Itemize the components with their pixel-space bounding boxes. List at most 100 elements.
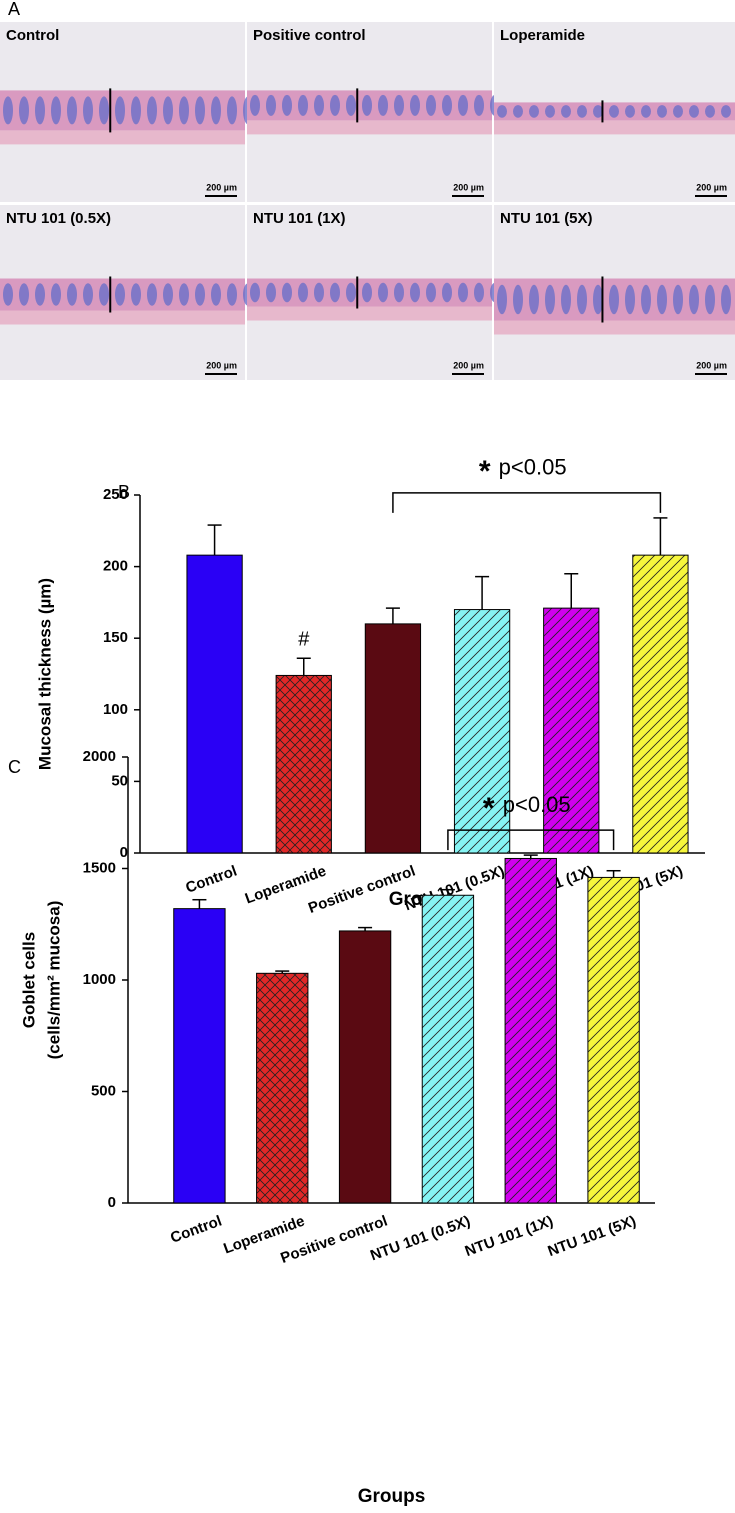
goblet-cells (131, 96, 141, 125)
image-label: NTU 101 (0.5X) (6, 210, 111, 227)
goblet-cells (115, 96, 125, 125)
goblet-cells (211, 96, 221, 125)
significance-star: * (483, 792, 495, 825)
goblet-cells (378, 282, 388, 303)
goblet-cells (179, 96, 189, 125)
goblet-cells (673, 105, 683, 118)
bar (543, 607, 600, 854)
micrograph: Loperamide 200 µm (494, 22, 735, 202)
y-tick-label: 2000 (83, 748, 116, 765)
y-tick-label: 50 (111, 772, 128, 789)
y-tick-label: 1500 (83, 859, 116, 876)
goblet-cells (35, 96, 45, 125)
goblet-cells (561, 105, 571, 118)
goblet-cells (163, 96, 173, 125)
goblet-cells (330, 94, 340, 116)
x-tick-label: Control (183, 863, 239, 897)
goblet-cells (474, 282, 484, 303)
error-bar (385, 607, 400, 624)
goblet-cells (426, 282, 436, 303)
submucosa (494, 320, 735, 335)
scale-label: 200 µm (453, 182, 484, 192)
submucosa (494, 120, 735, 135)
goblet-cells (266, 282, 276, 303)
goblet-cells (195, 283, 205, 306)
y-axis-title: (cells/mm² mucosa) (44, 901, 63, 1060)
micrograph: Control 200 µm (0, 22, 253, 202)
x-tick-label: Control (168, 1213, 224, 1247)
goblet-cells (195, 96, 205, 125)
goblet-cells (410, 282, 420, 303)
scale-label: 200 µm (696, 360, 727, 370)
goblet-cells (442, 94, 452, 116)
goblet-cells (641, 105, 651, 118)
error-bar (207, 524, 222, 556)
bar (256, 972, 309, 1204)
goblet-cells (19, 96, 29, 125)
bar (453, 609, 511, 854)
goblet-cells (67, 283, 77, 306)
significance-bracket (392, 492, 662, 513)
y-tick-label: 100 (103, 701, 128, 718)
y-tick-label: 0 (120, 844, 128, 861)
y-tick-label: 1000 (83, 971, 116, 988)
y-tick-label: 500 (91, 1082, 116, 1099)
goblet-cells (330, 282, 340, 303)
goblet-cells (545, 284, 555, 315)
goblet-cells (689, 284, 699, 315)
image-label: NTU 101 (5X) (500, 210, 593, 227)
error-bar (358, 926, 373, 931)
goblet-cells (657, 284, 667, 315)
goblet-cells (51, 283, 61, 306)
submucosa (247, 120, 492, 135)
goblet-cells (545, 105, 555, 118)
goblet-cells (362, 94, 372, 116)
error-bar (440, 888, 455, 896)
goblet-cells (99, 96, 109, 125)
x-axis-title: Groups (358, 1486, 426, 1507)
goblet-cells (721, 284, 731, 315)
goblet-cells (577, 105, 587, 118)
micrograph: NTU 101 (0.5X) 200 µm (0, 205, 253, 380)
panel-label: A (8, 0, 20, 19)
scale-label: 200 µm (206, 182, 237, 192)
goblet-cells (67, 96, 77, 125)
significance-label: p<0.05 (503, 792, 571, 817)
error-bar (564, 573, 579, 609)
goblet-cells (179, 283, 189, 306)
goblet-cells (378, 94, 388, 116)
error-bar (275, 970, 290, 974)
goblet-cells (497, 284, 507, 315)
goblet-cells (721, 105, 731, 118)
goblet-cells (657, 105, 667, 118)
goblet-cells (83, 96, 93, 125)
bar (421, 894, 475, 1204)
goblet-cells (314, 94, 324, 116)
goblet-cells (577, 284, 587, 315)
image-label: Loperamide (500, 27, 585, 44)
error-bar (523, 854, 538, 859)
goblet-cells (625, 284, 635, 315)
bar (632, 554, 689, 854)
image-label: NTU 101 (1X) (253, 210, 346, 227)
bar (275, 674, 332, 854)
y-axis-title: Mucosal thickness (µm) (35, 578, 54, 770)
goblet-cells (410, 94, 420, 116)
submucosa (0, 310, 245, 325)
goblet-cells (458, 282, 468, 303)
goblet-cells (529, 105, 539, 118)
goblet-cells (497, 105, 507, 118)
goblet-cells (115, 283, 125, 306)
goblet-cells (529, 284, 539, 315)
error-bar (653, 517, 668, 556)
goblet-cells (362, 282, 372, 303)
goblet-cells (35, 283, 45, 306)
significance-label: p<0.05 (499, 455, 567, 480)
image-label: Positive control (253, 27, 366, 44)
goblet-cells (705, 284, 715, 315)
goblet-cells (3, 96, 13, 125)
goblet-cells (131, 283, 141, 306)
goblet-cells (227, 283, 237, 306)
goblet-cells (298, 94, 308, 116)
goblet-cells (394, 94, 404, 116)
